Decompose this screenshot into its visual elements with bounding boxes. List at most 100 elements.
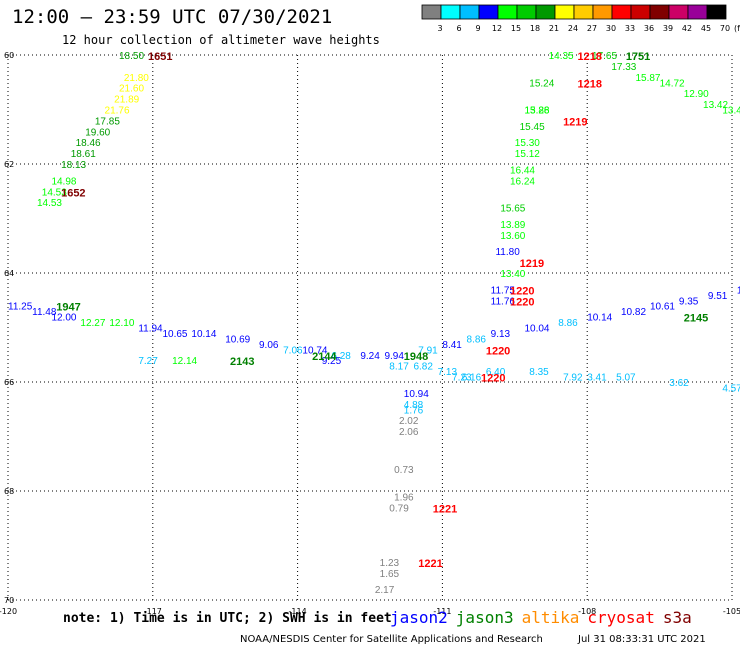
swh-label: 13.89 xyxy=(500,220,525,231)
swh-label: 8.35 xyxy=(529,367,549,378)
swh-label: 1.76 xyxy=(404,405,424,416)
satellite-legend-item: altika xyxy=(521,608,580,627)
swh-label: 8.86 xyxy=(467,334,487,345)
y-tick-label: 68 xyxy=(4,487,14,496)
x-tick-label: -111 xyxy=(433,607,451,616)
chart-subtitle: 12 hour collection of altimeter wave hei… xyxy=(62,33,380,47)
swh-label: 18.61 xyxy=(71,149,96,160)
swh-label: 1.23 xyxy=(380,558,400,569)
swh-label: 10.94 xyxy=(404,389,429,400)
swh-label: 14.53 xyxy=(37,198,62,209)
colorbar-tick-label: 18 xyxy=(530,24,540,33)
swh-label: 15.87 xyxy=(635,73,660,84)
pass-time-label: 1948 xyxy=(404,351,428,363)
swh-label: 12.14 xyxy=(172,356,197,367)
swh-label: 18.50 xyxy=(119,51,144,62)
x-tick-label: -108 xyxy=(578,607,596,616)
swh-label: 2.02 xyxy=(399,416,419,427)
colorbar-tick-label: 45 xyxy=(701,24,711,33)
swh-label: 4.57 xyxy=(722,383,740,394)
swh-label: 15.26 xyxy=(524,106,549,117)
swh-label: 14.72 xyxy=(660,78,685,89)
pass-time-label: 1219 xyxy=(563,116,587,128)
satellite-legend-item: cryosat xyxy=(587,608,655,627)
x-tick-label: -105 xyxy=(723,607,740,616)
swh-label: 12.90 xyxy=(684,89,709,100)
swh-label: 6.40 xyxy=(486,367,506,378)
credit-line: NOAA/NESDIS Center for Satellite Applica… xyxy=(240,634,543,645)
satellite-legend: jason2 jason3 altika cryosat s3a xyxy=(390,608,700,627)
swh-label: 3.62 xyxy=(669,378,689,389)
y-tick-label: 64 xyxy=(4,269,14,278)
swh-label: 19.60 xyxy=(85,127,110,138)
swh-label: 0.79 xyxy=(389,503,409,514)
colorbar-tick-label: 36 xyxy=(644,24,654,33)
swh-label: 13.42 xyxy=(722,106,740,117)
pass-time-label: 1220 xyxy=(486,345,510,357)
pass-time-label: 1221 xyxy=(418,558,442,570)
pass-time-label: 1652 xyxy=(61,187,85,199)
y-tick-label: 66 xyxy=(4,378,14,387)
swh-label: 2.17 xyxy=(375,585,395,596)
swh-label: 6.28 xyxy=(331,351,351,362)
colorbar-tick-label: 70 xyxy=(720,24,730,33)
x-tick-label: -114 xyxy=(289,607,307,616)
x-tick-label: -117 xyxy=(144,607,162,616)
swh-label: 21.80 xyxy=(124,73,149,84)
swh-label: 7.92 xyxy=(563,373,583,384)
swh-label: 12.27 xyxy=(80,318,105,329)
colorbar-unit: (ft) xyxy=(734,24,740,33)
swh-label: 7.23 xyxy=(452,373,472,384)
colorbar-tick-label: 6 xyxy=(456,24,461,33)
swh-label: 11.76 xyxy=(491,296,516,307)
swh-label: 1.65 xyxy=(380,569,400,580)
colorbar-tick-label: 42 xyxy=(682,24,692,33)
colorbar-tick-label: 15 xyxy=(511,24,521,33)
pass-time-label: 1218 xyxy=(578,51,602,63)
swh-label: 17.85 xyxy=(95,116,120,127)
swh-label: 15.12 xyxy=(515,149,540,160)
swh-label: 6.82 xyxy=(413,362,433,373)
swh-label: 14.35 xyxy=(549,51,574,62)
swh-label: 5.07 xyxy=(616,373,636,384)
swh-label: 10.61 xyxy=(650,302,675,313)
swh-label: 10.38 xyxy=(737,285,740,296)
swh-label: 21.76 xyxy=(105,106,130,117)
pass-time-label: 2144 xyxy=(312,351,337,363)
colorbar-tick-label: 27 xyxy=(587,24,597,33)
chart-title: 12:00 – 23:59 UTC 07/30/2021 xyxy=(12,6,333,28)
swh-label: 17.33 xyxy=(611,62,636,73)
swh-label: 9.35 xyxy=(679,296,699,307)
swh-label: 7.91 xyxy=(418,345,438,356)
swh-label: 12.00 xyxy=(51,313,76,324)
swh-label: 12.10 xyxy=(109,318,134,329)
colorbar-tick-label: 24 xyxy=(568,24,578,33)
generation-timestamp: Jul 31 08:33:31 UTC 2021 xyxy=(578,634,706,645)
swh-label: 10.04 xyxy=(524,324,549,335)
swh-label: 4.88 xyxy=(404,400,424,411)
swh-label: 8.41 xyxy=(442,340,462,351)
swh-label: 15.24 xyxy=(529,78,554,89)
swh-label: 9.94 xyxy=(384,351,404,362)
pass-time-label: 1947 xyxy=(56,302,80,314)
swh-label: 9.13 xyxy=(491,329,511,340)
swh-label: 9.51 xyxy=(708,291,728,302)
swh-label: 15.45 xyxy=(520,122,545,133)
swh-label: 0.73 xyxy=(394,465,414,476)
footnote: note: 1) Time is in UTC; 2) SWH is in fe… xyxy=(63,611,392,626)
swh-label: 8.17 xyxy=(389,362,409,373)
satellite-legend-item: jason2 xyxy=(390,608,448,627)
swh-label: 18.46 xyxy=(76,138,101,149)
swh-label: 10.74 xyxy=(302,345,327,356)
x-tick-label: -120 xyxy=(0,607,17,616)
satellite-legend-item: s3a xyxy=(662,608,692,627)
swh-label: 11.80 xyxy=(495,247,520,258)
swh-label: 10.65 xyxy=(162,329,187,340)
swh-label: 17.65 xyxy=(592,51,617,62)
swh-label: 7.27 xyxy=(138,356,158,367)
swh-label: 16.44 xyxy=(510,165,535,176)
swh-label: 16.24 xyxy=(510,176,535,187)
swh-label: 10.82 xyxy=(621,307,646,318)
swh-label: 10.14 xyxy=(587,313,612,324)
